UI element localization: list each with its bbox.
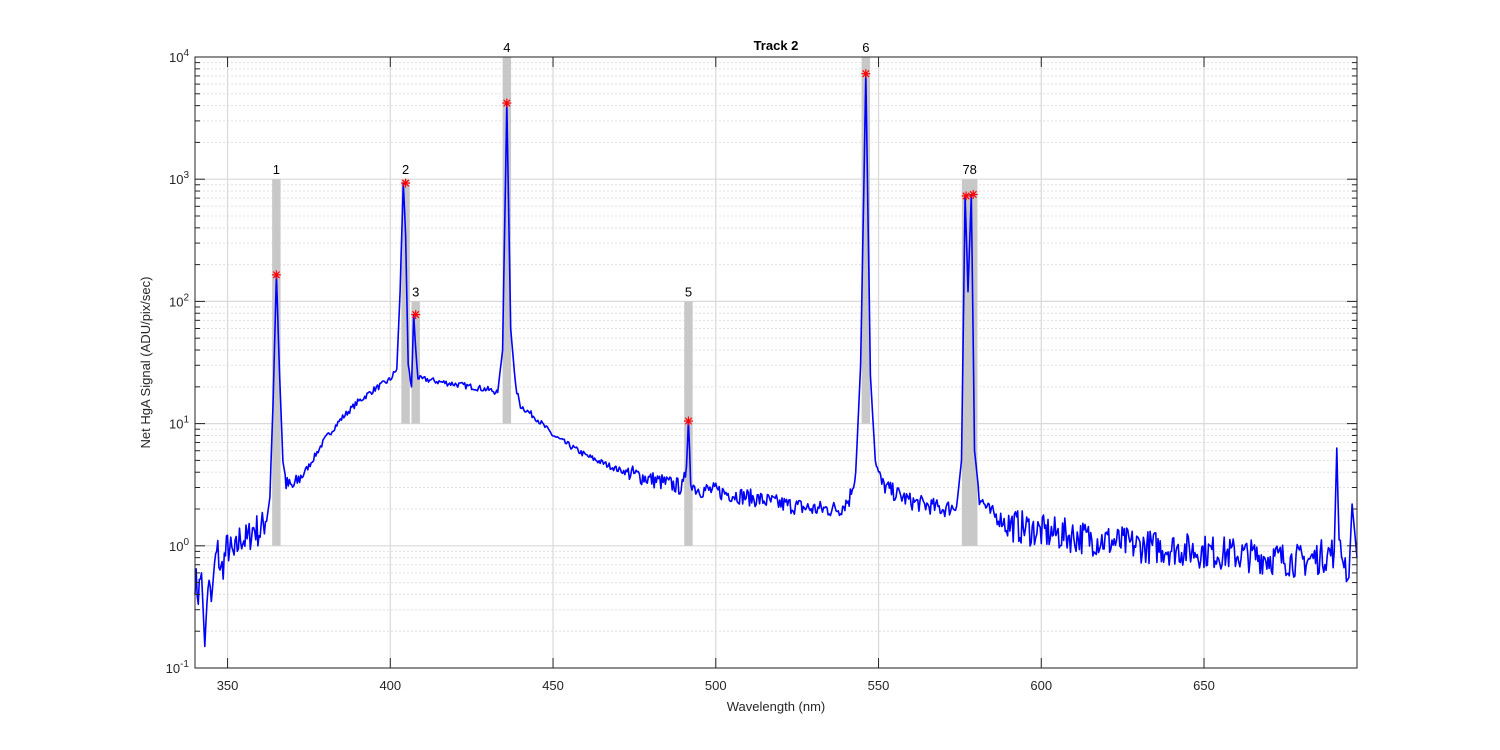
peak-label: 4	[503, 40, 510, 55]
peak-marker	[861, 69, 871, 79]
peak-label: 1	[273, 162, 280, 177]
minor-grid	[195, 62, 1357, 632]
y-tick-labels: 10-1 100 101 102 103 104	[166, 48, 190, 676]
axis-ticks	[195, 56, 1357, 669]
peak-marker	[683, 416, 693, 426]
peak-band	[401, 179, 410, 424]
series-line	[194, 72, 1358, 648]
peak-marker	[502, 98, 512, 108]
peak-marker	[411, 310, 421, 320]
peak-marker	[961, 191, 971, 201]
peak-marker	[968, 189, 978, 199]
peak-markers	[271, 69, 978, 426]
peak-band	[961, 179, 971, 546]
y-tick-label: 100	[169, 537, 189, 554]
peak-label: 5	[685, 284, 692, 299]
y-tick-label: 104	[169, 48, 189, 65]
y-tick-label: 101	[169, 415, 189, 432]
plot-area	[195, 57, 1357, 668]
peak-label: 3	[412, 284, 419, 299]
y-tick-label: 102	[169, 292, 189, 309]
peak-marker	[401, 178, 411, 188]
peak-label: 8	[970, 162, 977, 177]
peak-label: 7	[962, 162, 969, 177]
y-tick-label: 10-1	[166, 659, 190, 676]
x-tick-label: 500	[705, 678, 727, 693]
peak-band	[272, 179, 281, 546]
peak-marker	[271, 270, 281, 280]
y-tick-label: 103	[169, 170, 189, 187]
x-tick-label: 600	[1030, 678, 1052, 693]
x-tick-label: 400	[379, 678, 401, 693]
chart-title: Track 2	[754, 38, 799, 53]
peak-band	[861, 57, 871, 424]
x-tick-label: 350	[217, 678, 239, 693]
peak-band	[502, 57, 512, 424]
peak-label: 2	[402, 162, 409, 177]
peak-band	[411, 301, 420, 424]
x-tick-label: 450	[542, 678, 564, 693]
peak-labels: 1 2 3 4 5 6 7 8	[273, 40, 977, 299]
x-axis-label: Wavelength (nm)	[727, 699, 826, 714]
x-tick-labels: 350 400 450 500 550 600 650	[217, 678, 1215, 693]
x-tick-label: 550	[868, 678, 890, 693]
axes-box	[194, 56, 1358, 669]
x-tick-label: 650	[1193, 678, 1215, 693]
peak-label: 6	[862, 40, 869, 55]
y-axis-label: Net HgA Signal (ADU/pix/sec)	[138, 277, 153, 449]
